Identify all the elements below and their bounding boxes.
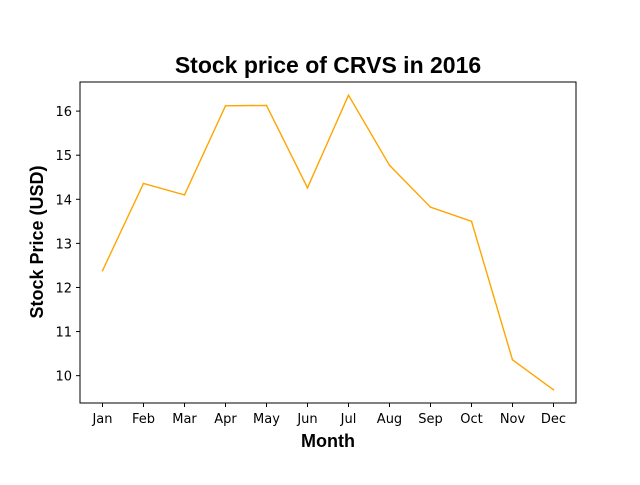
x-axis-label: Month (301, 431, 355, 451)
y-tick-label: 11 (55, 326, 72, 341)
x-axis: Jan Feb Mar Apr May Jun Jul Aug Sep Oct Nov Dec (91, 403, 566, 427)
x-tick-label: Apr (214, 412, 237, 427)
x-tick-label: Aug (377, 412, 402, 427)
x-tick-label: Jun (296, 412, 317, 427)
x-tick-label: Feb (132, 412, 155, 427)
chart-title: Stock price of CRVS in 2016 (175, 52, 481, 78)
data-point (224, 105, 227, 107)
y-tick-label: 12 (55, 281, 72, 296)
y-tick-label: 13 (55, 237, 72, 252)
data-point (183, 194, 186, 196)
data-point (552, 388, 555, 391)
data-point (101, 269, 104, 272)
x-tick-label: Oct (460, 412, 482, 427)
y-axis-label: Stock Price (USD) (27, 165, 47, 318)
y-axis: 10 11 12 13 14 15 16 (55, 105, 80, 385)
x-tick-label: Jul (340, 412, 357, 427)
y-tick-label: 10 (55, 370, 72, 385)
data-point (142, 182, 145, 185)
series-layer (101, 93, 555, 391)
y-tick-label: 15 (55, 149, 72, 164)
x-tick-label: Mar (172, 412, 197, 427)
y-tick-label: 14 (55, 193, 72, 208)
x-tick-label: Sep (418, 412, 443, 427)
x-tick-label: Nov (500, 412, 526, 427)
data-point (429, 206, 432, 209)
data-point (470, 220, 473, 223)
plot-area-frame (79, 81, 577, 404)
y-tick-label: 16 (55, 105, 72, 120)
series-line (101, 93, 554, 391)
data-point (306, 187, 309, 189)
data-point (511, 358, 514, 361)
x-tick-label: Dec (541, 412, 566, 427)
data-point (388, 164, 391, 167)
x-tick-label: May (253, 412, 280, 427)
x-tick-label: Jan (91, 412, 112, 427)
data-point (347, 94, 350, 97)
data-point (265, 104, 268, 107)
